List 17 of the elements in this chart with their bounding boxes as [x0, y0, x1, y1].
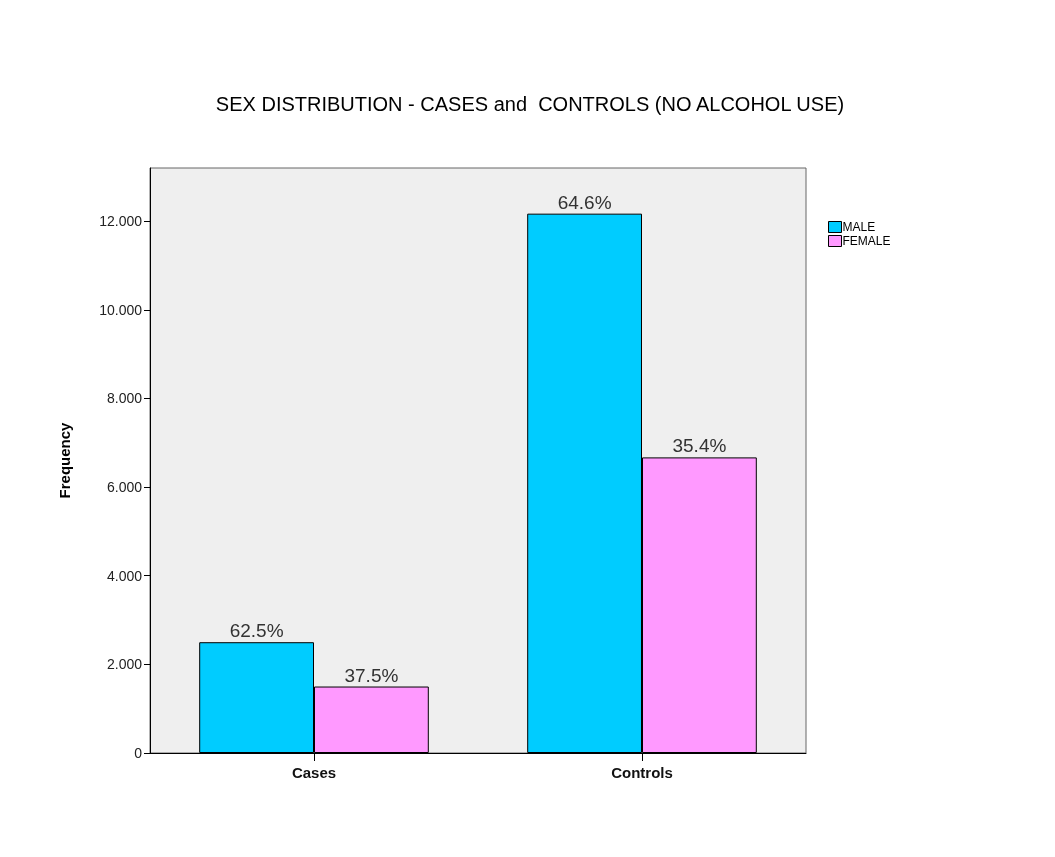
- y-tick-label: 12.000: [99, 213, 143, 230]
- annotation: 37.5%: [344, 664, 399, 686]
- annotation: 35.4%: [672, 435, 727, 457]
- y-tick-label: 10.000: [99, 301, 143, 318]
- annotation: 62.5%: [229, 620, 284, 642]
- y-tick-label: 4.000: [106, 567, 143, 584]
- x-tick-label: Cases: [291, 764, 337, 781]
- y-tick-label: 0: [134, 745, 143, 761]
- annotation: 64.6%: [557, 191, 612, 213]
- y-tick-label: 2.000: [106, 656, 143, 673]
- legend-label: FEMALE: [842, 234, 891, 248]
- legend-label: MALE: [842, 220, 876, 234]
- y-tick-label: 8.000: [106, 390, 143, 407]
- x-tick-label: Controls: [611, 764, 673, 781]
- y-tick-label: 6.000: [106, 479, 143, 496]
- chart-title: SEX DISTRIBUTION - CASES and CONTROLS (NO ALCOHOL USE): [215, 93, 845, 115]
- y-axis-title: Frequency: [56, 421, 73, 499]
